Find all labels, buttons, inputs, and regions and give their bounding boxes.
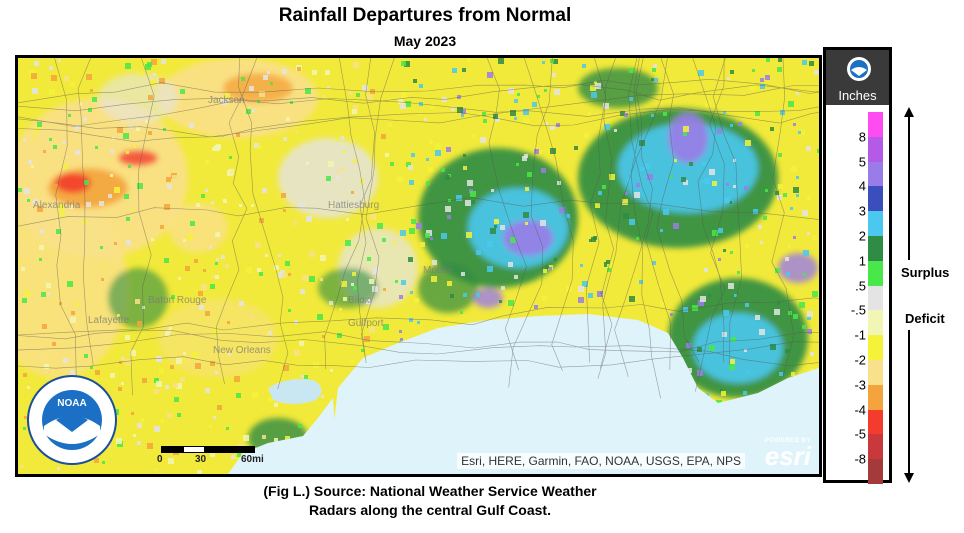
noaa-logo: NOAA	[26, 374, 118, 466]
scale-label-30: 30	[195, 454, 207, 465]
place-label: Alexandria	[33, 200, 81, 211]
legend-swatch	[868, 260, 883, 286]
legend-tick-label: -8	[854, 451, 866, 467]
place-label: Gulfport	[348, 318, 384, 329]
gulf-water	[328, 314, 819, 474]
legend-tick-label: 3	[858, 203, 866, 219]
rainfall-map[interactable]: Jackson Alexandria Baton Rouge Biloxi Gulfpo…	[18, 58, 819, 474]
precip-blobs	[18, 58, 818, 458]
legend-tick-label: -.5	[850, 302, 866, 318]
lake-pontchartrain	[268, 379, 322, 404]
legend-tick-label: -2	[854, 352, 866, 368]
legend-tick-label: 8	[858, 129, 866, 145]
place-label: Hattiesburg	[328, 200, 379, 211]
legend-tick-label: -5	[854, 426, 866, 442]
place-label: Jackson	[208, 95, 245, 106]
legend-swatch	[868, 409, 883, 435]
legend-swatch	[868, 186, 883, 212]
place-label: New Orleans	[213, 345, 271, 356]
legend-header: Inches	[826, 50, 889, 105]
esri-powered-by: POWERED BY	[764, 438, 811, 444]
county-borders	[18, 58, 819, 399]
legend-swatch	[868, 211, 883, 236]
map-panel[interactable]: Jackson Alexandria Baton Rouge Biloxi Gulfpo…	[15, 55, 822, 477]
delta-water	[228, 398, 338, 474]
page-title: Rainfall Departures from Normal	[278, 5, 572, 26]
map-attribution[interactable]: Esri, HERE, Garmin, FAO, NOAA, USGS, EPA…	[457, 453, 745, 469]
legend-swatch	[868, 285, 883, 311]
page-subtitle: May 2023	[393, 33, 457, 49]
legend-units: Inches	[838, 88, 877, 103]
legend-panel: Inches 8 5 4 3 2 1 .5 -.5 -1 -2 -3 -4 -5 -8	[823, 47, 892, 484]
legend-swatch	[868, 161, 883, 187]
legend-swatch	[868, 434, 883, 460]
place-label: Mobile	[423, 265, 453, 276]
legend-tick-label: -4	[854, 402, 866, 418]
legend-swatch	[868, 136, 883, 162]
legend-swatch	[868, 235, 883, 261]
legend-tick-label: 4	[858, 178, 866, 194]
legend-tick-label: 1	[858, 253, 866, 269]
deficit-label: Deficit	[905, 311, 945, 326]
place-label: Baton Rouge	[148, 295, 207, 306]
figure-caption: (Fig L.) Source: National Weather Servic…	[190, 482, 670, 520]
legend-tick-label: 5	[858, 154, 866, 170]
legend-color-ramp	[868, 112, 883, 484]
scale-label-60: 60mi	[241, 454, 264, 465]
scale-label-0: 0	[157, 454, 163, 465]
place-label: Biloxi	[348, 295, 372, 306]
legend-swatch	[868, 459, 883, 484]
legend-swatch	[868, 384, 883, 410]
legend-tick-label: 2	[858, 228, 866, 244]
surplus-label: Surplus	[901, 265, 950, 280]
caption-line-1: (Fig L.) Source: National Weather Servic…	[263, 483, 597, 499]
place-label: Lafayette	[88, 315, 130, 326]
esri-wordmark: esri	[764, 441, 811, 471]
scale-bar: 0 30 60mi	[153, 442, 283, 468]
caption-line-2: Radars along the central Gulf Coast.	[309, 502, 551, 518]
legend-swatch	[868, 335, 883, 360]
legend-tick-label: .5	[855, 278, 866, 294]
legend-tick-label: -3	[854, 377, 866, 393]
place-labels: Jackson Alexandria Baton Rouge Biloxi Gulfpo…	[33, 95, 453, 356]
legend-swatch	[868, 310, 883, 336]
legend-swatch	[868, 359, 883, 385]
esri-logo[interactable]: POWERED BY esri	[765, 438, 811, 470]
legend-arrows: Surplus Deficit	[895, 105, 964, 485]
legend-swatch	[868, 112, 883, 137]
noaa-logo-text: NOAA	[57, 398, 86, 409]
noaa-small-logo-icon	[847, 57, 871, 81]
legend-tick-label: -1	[854, 327, 866, 343]
